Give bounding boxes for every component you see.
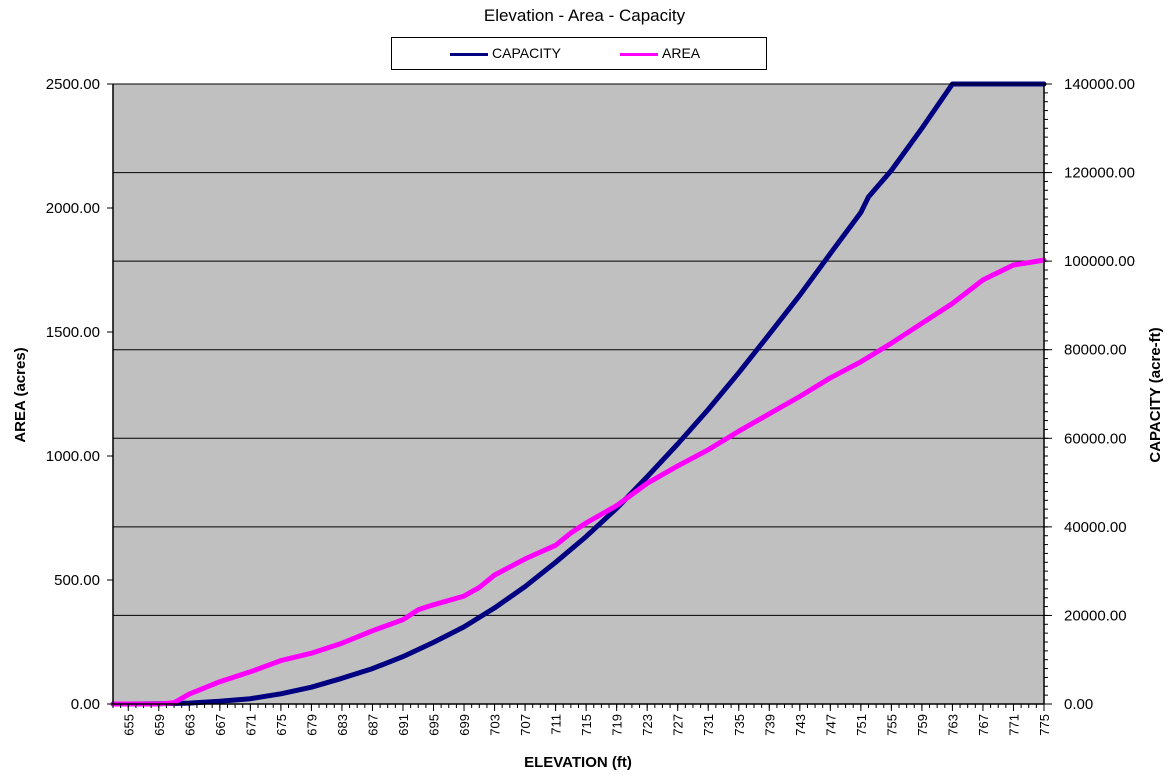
y-left-tick-label: 0.00 — [71, 696, 100, 713]
legend-label-area: AREA — [662, 45, 701, 61]
y-axis-right-label: CAPACITY (acre-ft) — [1147, 327, 1164, 462]
x-tick-label: 671 — [243, 714, 258, 736]
x-tick-label: 683 — [335, 714, 350, 736]
x-tick-label: 735 — [732, 714, 747, 736]
y-right-tick-label: 0.00 — [1064, 696, 1093, 713]
x-tick-label: 699 — [457, 714, 472, 736]
x-tick-label: 675 — [274, 714, 289, 736]
x-tick-label: 747 — [823, 714, 838, 736]
y-right-tick-label: 80000.00 — [1064, 342, 1127, 359]
y-axis-left-label: AREA (acres) — [12, 347, 29, 442]
x-tick-label: 703 — [488, 714, 503, 736]
x-tick-label: 775 — [1037, 714, 1052, 736]
x-tick-label: 663 — [182, 714, 197, 736]
chart-title: Elevation - Area - Capacity — [483, 6, 686, 25]
x-tick-label: 759 — [915, 714, 930, 736]
y-right-tick-label: 40000.00 — [1064, 519, 1127, 536]
legend-entry-area: AREA — [620, 45, 700, 61]
y-right-tick-label: 100000.00 — [1064, 253, 1135, 270]
x-tick-label: 707 — [518, 714, 533, 736]
x-tick-label: 727 — [671, 714, 686, 736]
x-tick-label: 659 — [152, 714, 167, 736]
y-right-tick-label: 140000.00 — [1064, 76, 1135, 93]
legend-swatch-area — [620, 52, 658, 56]
y-right-tick-label: 20000.00 — [1064, 607, 1127, 624]
x-tick-label: 743 — [793, 714, 808, 736]
x-tick-label: 767 — [976, 714, 991, 736]
legend-label-capacity: CAPACITY — [492, 45, 561, 61]
y-left-tick-label: 2500.00 — [46, 76, 100, 93]
series-line-capacity — [110, 81, 1047, 707]
legend: CAPACITY AREA — [391, 37, 767, 70]
x-tick-label: 715 — [579, 714, 594, 736]
y-left-tick-label: 500.00 — [54, 572, 100, 589]
x-tick-label: 771 — [1006, 714, 1021, 736]
x-tick-label: 719 — [610, 714, 625, 736]
legend-swatch-capacity — [450, 52, 488, 56]
x-tick-label: 731 — [701, 714, 716, 736]
legend-entry-capacity: CAPACITY — [450, 45, 561, 61]
x-tick-label: 763 — [945, 714, 960, 736]
x-tick-label: 739 — [762, 714, 777, 736]
y-right-tick-label: 120000.00 — [1064, 165, 1135, 182]
series-line-area — [110, 257, 1047, 707]
x-tick-label: 711 — [549, 714, 564, 735]
x-tick-label: 751 — [854, 714, 869, 736]
x-tick-label: 679 — [304, 714, 319, 736]
y-right-tick-label: 60000.00 — [1064, 430, 1127, 447]
x-axis-label: ELEVATION (ft) — [524, 754, 632, 771]
x-tick-label: 755 — [884, 714, 899, 736]
y-left-tick-label: 1000.00 — [46, 448, 100, 465]
x-tick-label: 691 — [396, 714, 411, 736]
x-tick-label: 667 — [213, 714, 228, 736]
x-tick-label: 695 — [427, 714, 442, 736]
x-tick-label: 655 — [121, 714, 136, 736]
x-tick-label: 723 — [640, 714, 655, 736]
plot-area — [113, 84, 1044, 704]
y-left-tick-label: 2000.00 — [46, 200, 100, 217]
y-left-tick-label: 1500.00 — [46, 324, 100, 341]
x-tick-label: 687 — [365, 714, 380, 736]
